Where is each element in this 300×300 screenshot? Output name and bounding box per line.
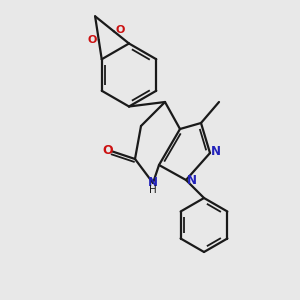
Text: O: O: [103, 143, 113, 157]
Text: N: N: [186, 173, 197, 187]
Text: N: N: [147, 176, 158, 190]
Text: O: O: [116, 25, 125, 35]
Text: N: N: [210, 145, 220, 158]
Text: O: O: [88, 35, 97, 45]
Text: H: H: [149, 184, 157, 195]
